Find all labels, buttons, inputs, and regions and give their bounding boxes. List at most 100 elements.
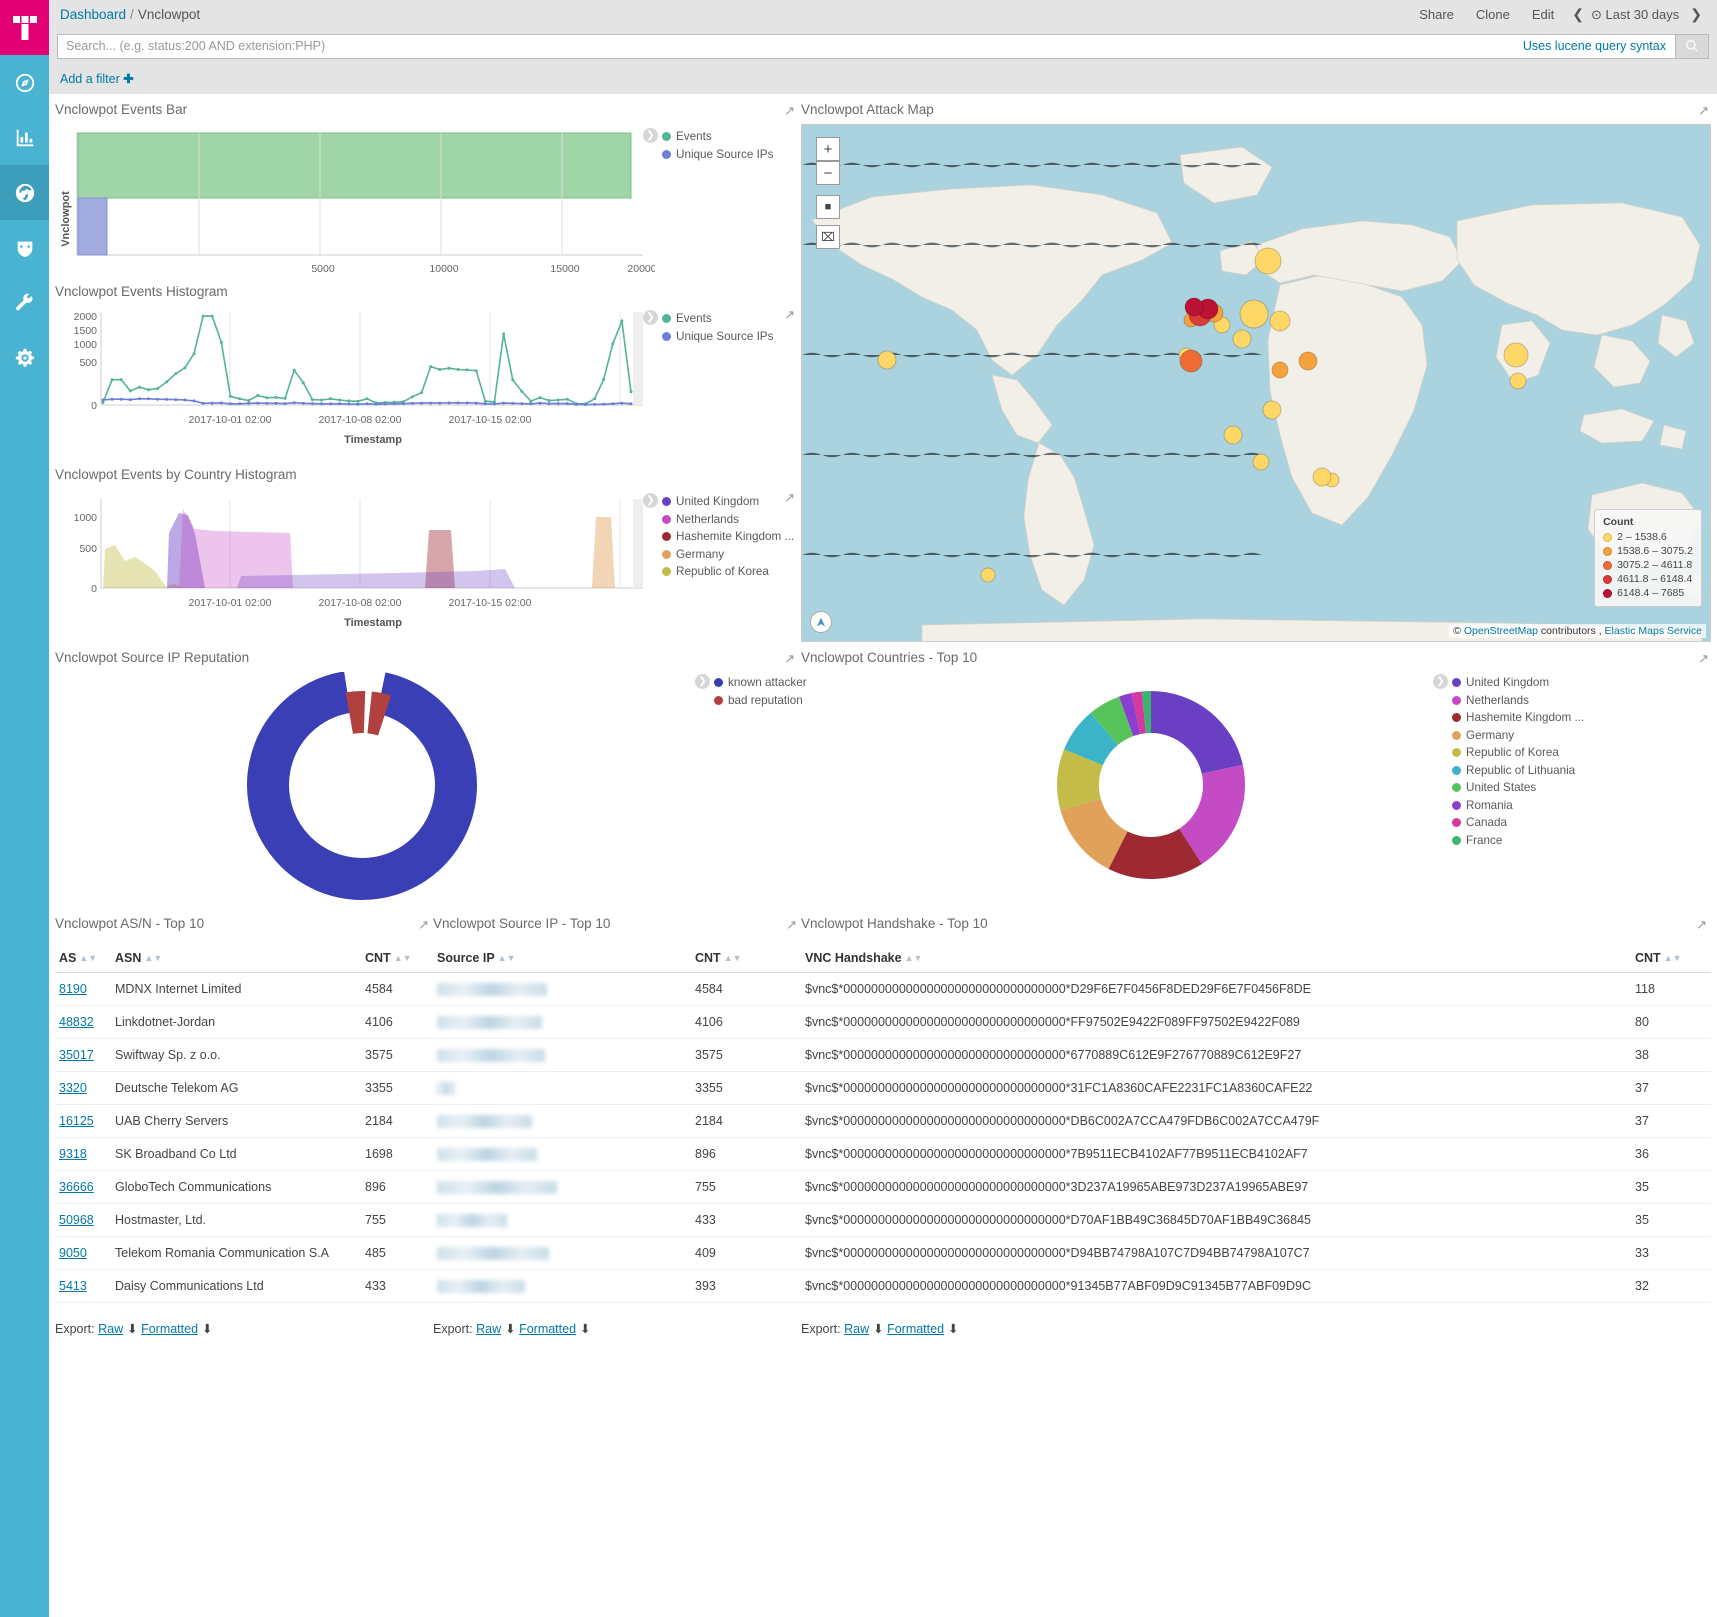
legend-item[interactable]: United Kingdom — [1452, 674, 1584, 692]
map-draw-rect-button[interactable]: ⌧ — [816, 225, 840, 249]
legend-item[interactable]: Events — [662, 310, 773, 328]
column-header-cnt[interactable]: CNT ▲▼ — [361, 945, 433, 973]
legend-item[interactable]: Hashemite Kingdom ... — [662, 528, 794, 546]
donut-slice[interactable] — [1179, 764, 1245, 864]
as-link[interactable]: 3320 — [59, 1081, 87, 1095]
export-formatted-link[interactable]: Formatted — [887, 1322, 945, 1336]
legend-item[interactable]: Republic of Korea — [1452, 744, 1584, 762]
as-link[interactable]: 8190 — [59, 982, 87, 996]
legend-item[interactable]: Unique Source IPs — [662, 328, 773, 346]
sidebar-item-dev-tools[interactable] — [0, 275, 49, 330]
osm-link[interactable]: OpenStreetMap — [1463, 625, 1539, 637]
legend-item[interactable]: Canada — [1452, 814, 1584, 832]
map-zoom-out-button[interactable]: − — [816, 161, 840, 185]
legend-item[interactable]: Germany — [1452, 727, 1584, 745]
export-raw-link[interactable]: Raw — [476, 1322, 502, 1336]
column-header-source-ip[interactable]: Source IP ▲▼ — [433, 945, 691, 973]
legend-item[interactable]: Hashemite Kingdom ... — [1452, 709, 1584, 727]
breadcrumb-dashboard[interactable]: Dashboard — [60, 7, 127, 22]
expand-icon[interactable]: ↗ — [784, 103, 795, 118]
sidebar-item-visualize[interactable] — [0, 110, 49, 165]
as-link[interactable]: 50968 — [59, 1213, 94, 1227]
donut-slice[interactable] — [1151, 691, 1243, 774]
sidebar-item-management[interactable] — [0, 330, 49, 385]
as-link[interactable]: 48832 — [59, 1015, 94, 1029]
expand-icon[interactable]: ↗ — [786, 917, 797, 932]
map-tiles[interactable]: + − ■ ⌧ Count 2 – 1538.6 1538.6 – 3075.2… — [802, 125, 1710, 641]
table-row: 755 — [433, 1170, 801, 1204]
add-filter-button[interactable]: Add a filter ✚ — [60, 71, 134, 86]
export-raw-link[interactable]: Raw — [844, 1322, 870, 1336]
donut-slice[interactable] — [1108, 828, 1202, 879]
legend-item[interactable]: Netherlands — [1452, 692, 1584, 710]
column-header-cnt[interactable]: CNT ▲▼ — [1631, 945, 1711, 973]
export-formatted-link[interactable]: Formatted — [519, 1322, 577, 1336]
search-field-wrapper: Uses lucene query syntax — [57, 33, 1676, 59]
sidebar-item-discover[interactable] — [0, 55, 49, 110]
time-picker[interactable]: ⊙ Last 30 days — [1591, 7, 1683, 23]
expand-icon[interactable]: ↗ — [784, 490, 795, 505]
legend-item[interactable]: Events — [662, 128, 773, 146]
column-header-vnc-handshake[interactable]: VNC Handshake ▲▼ — [801, 945, 1631, 973]
column-header-asn[interactable]: ASN ▲▼ — [111, 945, 361, 973]
expand-icon[interactable]: ↗ — [1698, 103, 1709, 118]
lucene-hint-link[interactable]: Uses lucene query syntax — [1522, 39, 1666, 53]
legend-expand-icon[interactable]: ❯ — [643, 128, 658, 143]
expand-icon[interactable]: ↗ — [784, 307, 795, 322]
export-formatted-link[interactable]: Formatted — [141, 1322, 199, 1336]
legend-item[interactable]: bad reputation — [714, 692, 807, 710]
donut-slice[interactable] — [1131, 691, 1146, 735]
donut-slice[interactable] — [1119, 693, 1141, 737]
sidebar-item-dashboard[interactable] — [0, 165, 49, 220]
legend-item[interactable]: Republic of Lithuania — [1452, 762, 1584, 780]
sidebar-item-security[interactable] — [0, 220, 49, 275]
legend-expand-icon[interactable]: ❯ — [643, 493, 658, 508]
expand-icon[interactable]: ↗ — [418, 917, 429, 932]
donut-slice[interactable] — [1064, 712, 1118, 766]
donut-slice[interactable] — [1057, 749, 1103, 810]
legend-item[interactable]: known attacker — [714, 674, 807, 692]
legend-item[interactable]: United States — [1452, 779, 1584, 797]
share-button[interactable]: Share — [1419, 7, 1454, 22]
as-link[interactable]: 5413 — [59, 1279, 87, 1293]
map-fit-bounds-button[interactable]: ■ — [816, 195, 840, 219]
legend-expand-icon[interactable]: ❯ — [643, 310, 658, 325]
cell-as: 16125 — [55, 1104, 111, 1138]
expand-icon[interactable]: ↗ — [1698, 651, 1709, 666]
expand-icon[interactable]: ↗ — [1696, 917, 1707, 932]
donut-slice[interactable] — [1060, 798, 1128, 869]
as-link[interactable]: 16125 — [59, 1114, 94, 1128]
time-next-icon[interactable]: ❯ — [1690, 6, 1702, 22]
edit-button[interactable]: Edit — [1531, 7, 1555, 22]
column-header-as[interactable]: AS ▲▼ — [55, 945, 111, 973]
map-reset-button[interactable] — [810, 611, 832, 633]
legend-item[interactable]: France — [1452, 832, 1584, 850]
as-link[interactable]: 9318 — [59, 1147, 87, 1161]
map-container[interactable]: + − ■ ⌧ Count 2 – 1538.6 1538.6 – 3075.2… — [801, 124, 1711, 642]
as-link[interactable]: 9050 — [59, 1246, 87, 1260]
as-link[interactable]: 36666 — [59, 1180, 94, 1194]
legend-expand-icon[interactable]: ❯ — [1433, 674, 1448, 689]
cell-as: 3320 — [55, 1071, 111, 1105]
legend-label: Events — [676, 130, 712, 144]
clone-button[interactable]: Clone — [1475, 7, 1510, 22]
legend-item[interactable]: Unique Source IPs — [662, 146, 773, 164]
search-submit-button[interactable] — [1676, 33, 1709, 59]
export-raw-link[interactable]: Raw — [98, 1322, 124, 1336]
legend-item[interactable]: United Kingdom — [662, 493, 794, 511]
legend-expand-icon[interactable]: ❯ — [695, 674, 710, 689]
map-zoom-in-button[interactable]: + — [816, 137, 840, 161]
legend-item[interactable]: Germany — [662, 546, 794, 564]
as-link[interactable]: 35017 — [59, 1048, 94, 1062]
search-input[interactable] — [58, 34, 1514, 58]
panel-title-asn-top10: Vnclowpot AS/N - Top 10 — [55, 916, 205, 931]
donut-slice[interactable] — [1141, 691, 1151, 734]
column-header-cnt[interactable]: CNT ▲▼ — [691, 945, 801, 973]
ems-link[interactable]: Elastic Maps Service — [1604, 625, 1702, 637]
donut-slice[interactable] — [1090, 696, 1134, 746]
legend-item[interactable]: Republic of Korea — [662, 563, 794, 581]
legend-item[interactable]: Netherlands — [662, 511, 794, 529]
expand-icon[interactable]: ↗ — [784, 651, 795, 666]
time-prev-icon[interactable]: ❮ — [1572, 6, 1585, 22]
legend-item[interactable]: Romania — [1452, 797, 1584, 815]
